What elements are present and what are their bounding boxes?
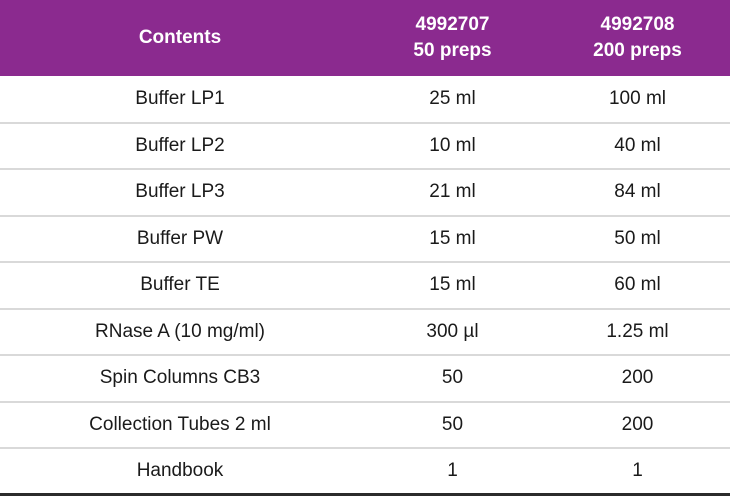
- table-row: Buffer LP1 25 ml 100 ml: [0, 76, 730, 123]
- header-50-preps: 4992707 50 preps: [360, 0, 545, 76]
- cell-200-preps: 60 ml: [614, 274, 661, 296]
- cell-200-preps: 100 ml: [608, 87, 667, 109]
- table-body: Buffer LP1 25 ml 100 ml Buffer LP2 10 ml…: [0, 76, 730, 495]
- cell-content: Buffer LP3: [135, 181, 225, 203]
- cell-content: Buffer PW: [136, 227, 224, 249]
- header-catalog-number-4992708: 4992708: [600, 14, 675, 35]
- cell-50-preps: 50: [441, 367, 464, 389]
- cell-content: Collection Tubes 2 ml: [89, 413, 271, 435]
- header-contents-label: Contents: [138, 27, 222, 48]
- cell-50-preps: 21 ml: [429, 181, 476, 203]
- cell-50-preps: 300 µl: [426, 320, 479, 342]
- table-header: Contents 4992707 50 preps 4992708 200 pr…: [0, 0, 730, 76]
- cell-200-preps: 1: [632, 460, 643, 481]
- table-row: Buffer LP2 10 ml 40 ml: [0, 123, 730, 169]
- cell-50-preps: 1: [447, 460, 458, 481]
- cell-content: Buffer LP2: [135, 134, 225, 156]
- table-row: Handbook 1 1: [0, 448, 730, 495]
- cell-50-preps: 50: [441, 413, 464, 435]
- cell-content: Buffer LP1: [135, 87, 225, 109]
- cell-content: Buffer TE: [140, 274, 220, 296]
- header-prep-count-200: 200 preps: [593, 40, 682, 61]
- table-row: Collection Tubes 2 ml 50 200: [0, 402, 730, 448]
- cell-200-preps: 200: [621, 367, 654, 389]
- header-prep-count-50: 50 preps: [413, 40, 492, 61]
- cell-content: RNase A (10 mg/ml): [95, 320, 265, 342]
- cell-200-preps: 50 ml: [614, 227, 661, 249]
- header-catalog-number-4992707: 4992707: [415, 14, 490, 35]
- table-row: RNase A (10 mg/ml) 300 µl 1.25 ml: [0, 309, 730, 355]
- cell-50-preps: 10 ml: [429, 134, 476, 156]
- table-row: Spin Columns CB3 50 200: [0, 355, 730, 402]
- cell-50-preps: 25 ml: [429, 87, 476, 109]
- cell-50-preps: 15 ml: [429, 227, 476, 249]
- header-contents: Contents: [0, 0, 360, 76]
- cell-200-preps: 1.25 ml: [606, 320, 669, 342]
- cell-200-preps: 84 ml: [614, 181, 661, 203]
- table-row: Buffer LP3 21 ml 84 ml: [0, 169, 730, 216]
- table-row: Buffer TE 15 ml 60 ml: [0, 262, 730, 309]
- cell-50-preps: 15 ml: [429, 274, 476, 296]
- table-row: Buffer PW 15 ml 50 ml: [0, 216, 730, 262]
- cell-content: Handbook: [136, 460, 224, 481]
- header-200-preps: 4992708 200 preps: [545, 0, 730, 76]
- header-row: Contents 4992707 50 preps 4992708 200 pr…: [0, 0, 730, 76]
- cell-200-preps: 40 ml: [614, 134, 661, 156]
- cell-content: Spin Columns CB3: [99, 367, 261, 389]
- cell-200-preps: 200: [621, 413, 654, 435]
